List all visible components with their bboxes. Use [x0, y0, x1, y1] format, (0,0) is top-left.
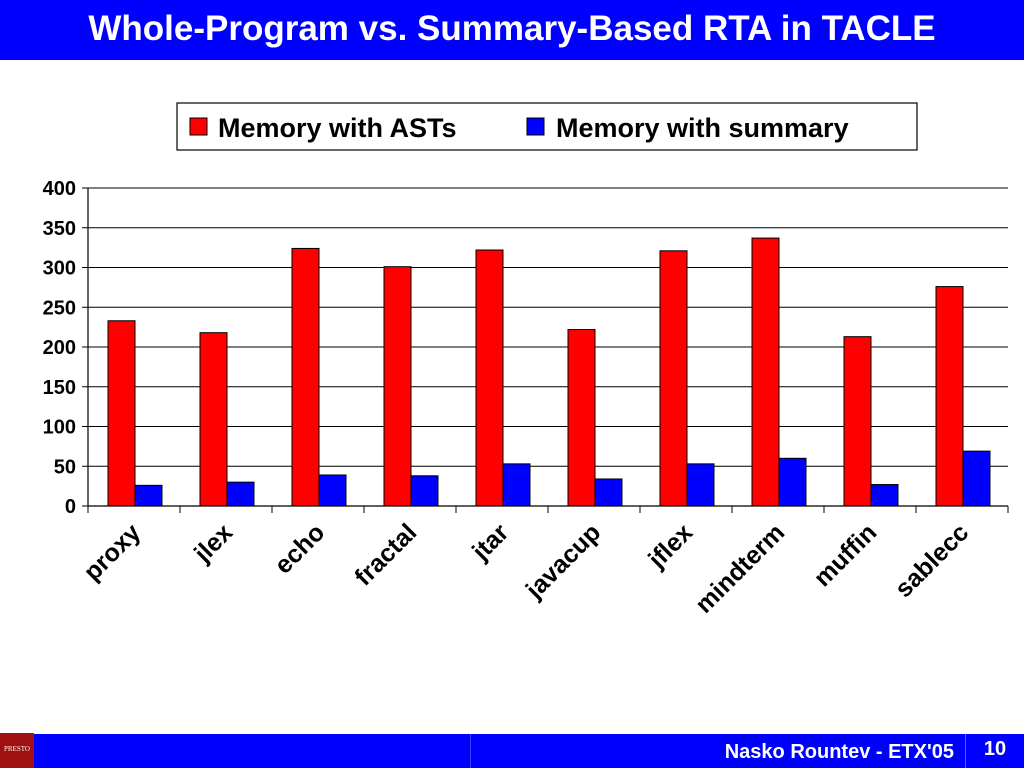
presto-logo: PRESTO [0, 733, 34, 768]
bar-chart: 0 50 100 150 200 250 300 350 400 proxy jlex echo fra… [43, 102, 1009, 619]
y-tick-label: 350 [43, 218, 76, 240]
bar-memory-asts [383, 266, 412, 507]
bar-memory-summary [686, 463, 715, 507]
bar-memory-asts [199, 332, 228, 507]
bar-memory-summary [778, 457, 807, 507]
bar-memory-summary [870, 484, 899, 507]
legend-label-asts: Memory with ASTs [218, 113, 457, 143]
legend-label-summary: Memory with summary [556, 113, 849, 143]
x-category-label: jflex [642, 518, 698, 574]
x-category-label: muffin [808, 518, 882, 592]
bar-memory-asts [843, 336, 872, 507]
title-bar: Whole-Program vs. Summary-Based RTA in T… [0, 0, 1024, 60]
x-category-label: jtar [466, 518, 514, 566]
legend-swatch-summary [526, 117, 545, 136]
y-tick-label: 50 [54, 456, 76, 478]
bar-memory-summary [410, 475, 439, 507]
legend-box [176, 102, 918, 151]
footer-bar [0, 734, 1024, 768]
logo-text: PRESTO [4, 745, 30, 753]
bar-memory-asts [107, 320, 136, 507]
legend-swatch-asts [189, 117, 208, 136]
y-tick-label: 0 [65, 496, 76, 518]
y-tick-label: 150 [43, 377, 76, 399]
bar-memory-asts [935, 286, 964, 507]
y-tick-label: 100 [43, 417, 76, 439]
y-tick-label: 400 [43, 178, 76, 200]
slide-title: Whole-Program vs. Summary-Based RTA in T… [88, 9, 936, 48]
x-category-label: javacup [520, 518, 606, 604]
bar-memory-asts [567, 329, 596, 507]
bar-memory-asts [475, 249, 504, 507]
bar-memory-summary [502, 463, 531, 507]
x-category-label: proxy [78, 518, 146, 586]
x-category-label: sablecc [890, 518, 975, 603]
bar-memory-asts [291, 247, 320, 507]
bar-memory-summary [134, 484, 163, 507]
y-tick-label: 250 [43, 297, 76, 319]
y-tick-label: 300 [43, 258, 76, 280]
footer-divider-left [470, 734, 471, 768]
x-category-label: echo [269, 518, 330, 579]
x-category-label: mindterm [690, 518, 790, 618]
bar-memory-summary [594, 478, 623, 507]
footer-divider [965, 734, 966, 768]
footer-author: Nasko Rountev - ETX'05 [724, 741, 954, 763]
bar-memory-asts [659, 250, 688, 507]
bar-memory-summary [226, 481, 255, 507]
page-number: 10 [983, 738, 1007, 760]
bar-memory-summary [318, 474, 347, 507]
x-category-label: fractal [349, 518, 422, 591]
y-tick-label: 200 [43, 337, 76, 359]
bar-memory-asts [751, 237, 780, 507]
x-category-label: jlex [188, 518, 238, 568]
bar-memory-summary [962, 450, 991, 507]
